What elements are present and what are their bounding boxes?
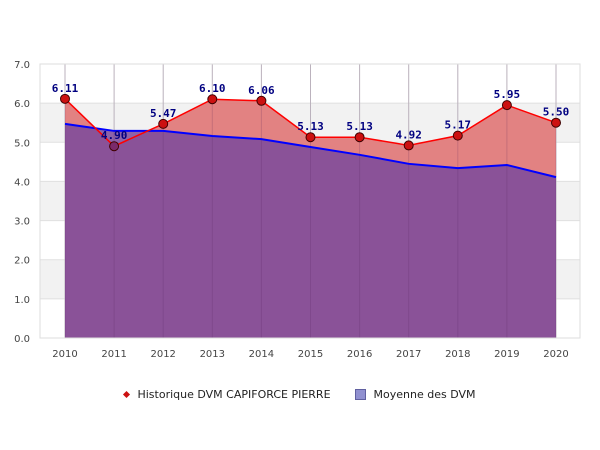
y-tick-label: 1.0 (14, 295, 30, 306)
chart-legend: Historique DVM CAPIFORCE PIERRE Moyenne … (0, 388, 600, 401)
data-value-label: 6.06 (248, 84, 275, 97)
data-value-label: 5.13 (346, 120, 373, 133)
data-labels: 6.11 4.90 5.47 6.10 6.06 5.13 5.13 4.92 5.17 5.95… (52, 82, 570, 142)
x-tick-label: 2019 (494, 349, 519, 360)
x-tick-label: 2015 (298, 349, 323, 360)
x-tick-label: 2014 (249, 349, 274, 360)
legend-label-historique: Historique DVM CAPIFORCE PIERRE (137, 388, 331, 401)
square-swatch-icon (354, 389, 366, 400)
data-point-marker[interactable] (452, 130, 463, 141)
series-areas (65, 98, 556, 338)
data-point-marker[interactable] (158, 118, 169, 129)
y-tick-label: 6.0 (14, 99, 30, 110)
y-tick-label: 5.0 (14, 138, 30, 149)
data-point-marker[interactable] (256, 95, 267, 106)
data-value-label: 5.50 (543, 106, 570, 119)
legend-item-moyenne[interactable]: Moyenne des DVM (354, 388, 476, 401)
data-value-label: 5.47 (150, 107, 177, 120)
y-tick-label: 2.0 (14, 256, 30, 267)
x-tick-label: 2012 (150, 349, 175, 360)
moyenne-area (65, 123, 556, 338)
x-tick-label: 2018 (445, 349, 470, 360)
y-tick-label: 3.0 (14, 217, 30, 228)
data-point-marker[interactable] (354, 132, 365, 143)
x-tick-label: 2017 (396, 349, 421, 360)
x-axis: 2010 2011 2012 2013 2014 2015 2016 2017 2018 2019… (52, 349, 568, 360)
chart-svg: 6.11 4.90 5.47 6.10 6.06 5.13 5.13 4.92 5.17 5.95… (14, 60, 581, 360)
data-value-label: 6.10 (199, 82, 226, 95)
data-value-label: 5.95 (494, 88, 521, 101)
x-tick-label: 2010 (52, 349, 77, 360)
data-point-marker[interactable] (403, 140, 414, 151)
x-tick-label: 2011 (101, 349, 126, 360)
vertical-gridlines-overlay (64, 64, 557, 338)
plot-frame (39, 63, 581, 339)
x-tick-label: 2013 (200, 349, 225, 360)
data-value-label: 6.11 (52, 82, 79, 95)
data-value-label: 5.13 (297, 120, 324, 133)
legend-label-moyenne: Moyenne des DVM (373, 388, 476, 401)
data-point-marker[interactable] (551, 117, 561, 128)
x-tick-label: 2016 (347, 349, 372, 360)
y-tick-label: 7.0 (14, 60, 30, 71)
y-tick-label: 4.0 (14, 177, 30, 188)
data-value-label: 5.17 (445, 119, 472, 132)
data-point-marker[interactable] (207, 94, 218, 105)
data-markers (60, 93, 561, 152)
legend-item-historique[interactable]: Historique DVM CAPIFORCE PIERRE (123, 388, 331, 401)
y-axis: 0.0 1.0 2.0 3.0 4.0 5.0 6.0 7.0 (14, 60, 30, 345)
x-tick-label: 2020 (543, 349, 568, 360)
data-value-label: 4.92 (395, 128, 422, 141)
data-point-marker[interactable] (109, 141, 120, 152)
data-value-label: 4.90 (101, 129, 128, 142)
data-point-marker[interactable] (501, 100, 512, 111)
data-point-marker[interactable] (305, 132, 316, 143)
data-point-marker[interactable] (60, 93, 70, 104)
diamond-marker-icon (123, 390, 131, 399)
y-tick-label: 0.0 (14, 334, 30, 345)
